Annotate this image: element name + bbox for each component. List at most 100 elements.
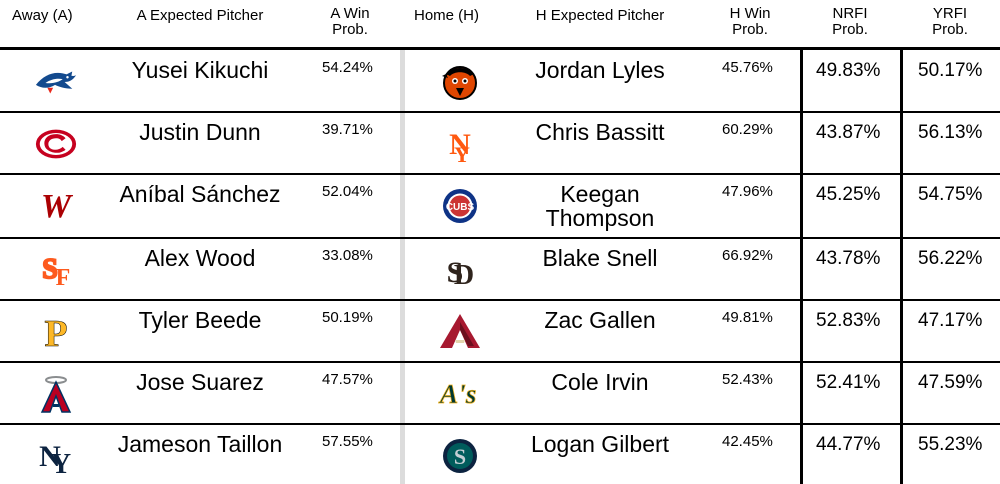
table-row: N Y Jameson Taillon 57.55% S Logan Gilbe… <box>0 424 1000 484</box>
header-yrfi-line1: YRFI <box>932 5 968 22</box>
reds-logo-icon <box>34 126 78 162</box>
column-divider-yrfi <box>900 50 903 484</box>
svg-text:S: S <box>42 254 58 285</box>
header-away-win-line2: Prob. <box>332 21 368 38</box>
padres-logo-icon: S D <box>438 252 482 290</box>
diamondbacks-logo-icon <box>438 314 482 350</box>
yrfi-prob: 56.13% <box>918 122 983 143</box>
away-pitcher: Yusei Kikuchi <box>131 57 269 83</box>
svg-text:P: P <box>44 313 67 352</box>
away-win-prob: 50.19% <box>322 309 373 326</box>
away-pitcher: Alex Wood <box>144 245 256 271</box>
nrfi-prob: 49.83% <box>816 60 881 81</box>
yrfi-prob: 50.17% <box>918 60 983 81</box>
table-row: Justin Dunn 39.71% N Y Chris Bassitt 60.… <box>0 112 1000 174</box>
header-home-win-line1: H Win <box>729 5 771 22</box>
nrfi-prob: 44.77% <box>816 434 881 455</box>
svg-text:Y: Y <box>51 449 71 476</box>
away-win-prob: 33.08% <box>322 247 373 264</box>
home-win-prob: 52.43% <box>722 371 773 388</box>
header-yrfi: YRFI Prob. <box>918 6 982 38</box>
yrfi-prob: 47.59% <box>918 372 983 393</box>
home-pitcher: Logan Gilbert <box>500 432 700 456</box>
orioles-logo-icon <box>438 64 482 100</box>
header-nrfi-line2: Prob. <box>832 21 868 38</box>
nrfi-prob: 45.25% <box>816 184 881 205</box>
header-divider <box>0 47 1000 50</box>
header-away-win: A Win Prob. <box>318 6 382 38</box>
home-win-prob: 42.45% <box>722 433 773 450</box>
svg-text:N: N <box>39 440 61 473</box>
yrfi-prob: 56.22% <box>918 248 983 269</box>
home-pitcher-line1: Jordan Lyles <box>535 57 665 83</box>
cubs-logo-icon: CUBS <box>438 188 482 224</box>
away-win-prob: 54.24% <box>322 59 373 76</box>
yrfi-prob: 55.23% <box>918 434 983 455</box>
column-divider-away-home <box>400 50 405 484</box>
table-row: S F S Alex Wood 33.08% S D Blake Snell 6… <box>0 238 1000 300</box>
away-pitcher: Justin Dunn <box>139 119 261 145</box>
row-divider <box>0 237 1000 239</box>
svg-text:N: N <box>449 128 471 161</box>
svg-text:S: S <box>454 444 466 469</box>
home-pitcher: Zac Gallen <box>500 308 700 332</box>
table-header: Away (A) A Expected Pitcher A Win Prob. … <box>0 0 1000 48</box>
angels-logo-icon <box>34 376 78 413</box>
yrfi-prob: 47.17% <box>918 310 983 331</box>
header-home-pitcher: H Expected Pitcher <box>535 7 665 24</box>
home-pitcher-line1: Zac Gallen <box>544 307 656 333</box>
athletics-logo-icon: A's <box>438 376 482 412</box>
home-win-prob: 49.81% <box>722 309 773 326</box>
home-pitcher: Cole Irvin <box>500 370 700 394</box>
away-win-prob: 57.55% <box>322 433 373 450</box>
home-pitcher-line1: Keegan <box>560 181 640 207</box>
away-win-prob: 47.57% <box>322 371 373 388</box>
home-pitcher-line1: Cole Irvin <box>551 369 649 395</box>
row-divider <box>0 299 1000 301</box>
home-win-prob: 60.29% <box>722 121 773 138</box>
home-pitcher-line1: Chris Bassitt <box>535 119 665 145</box>
row-divider <box>0 423 1000 425</box>
away-win-prob: 52.04% <box>322 183 373 200</box>
home-win-prob: 66.92% <box>722 247 773 264</box>
home-pitcher: Jordan Lyles <box>500 58 700 82</box>
home-pitcher-line1: Blake Snell <box>542 245 658 271</box>
svg-text:F: F <box>56 265 71 290</box>
header-away: Away (A) <box>12 7 73 24</box>
svg-text:A's: A's <box>438 378 477 409</box>
mets-logo-icon: N Y <box>438 126 482 164</box>
giants-logo-icon: S F S <box>34 252 78 290</box>
yrfi-prob: 54.75% <box>918 184 983 205</box>
header-nrfi-line1: NRFI <box>832 5 868 22</box>
header-home-win-line2: Prob. <box>732 21 768 38</box>
pirates-logo-icon: P <box>34 313 78 352</box>
nrfi-prob: 52.41% <box>816 372 881 393</box>
header-yrfi-line2: Prob. <box>932 21 968 38</box>
svg-text:W: W <box>41 188 74 225</box>
row-divider <box>0 111 1000 113</box>
home-pitcher-line2: Thompson <box>545 205 655 231</box>
nrfi-prob: 43.78% <box>816 248 881 269</box>
table-row: W Aníbal Sánchez 52.04% CUBS Keegan Thom… <box>0 174 1000 238</box>
home-win-prob: 45.76% <box>722 59 773 76</box>
column-divider-nrfi <box>800 50 803 484</box>
home-pitcher: Blake Snell <box>500 246 700 270</box>
away-win-prob: 39.71% <box>322 121 373 138</box>
svg-text:D: D <box>454 260 474 290</box>
svg-text:Y: Y <box>454 142 470 164</box>
svg-text:S: S <box>42 254 58 285</box>
header-away-win-line1: A Win <box>330 5 370 22</box>
nrfi-prob: 52.83% <box>816 310 881 331</box>
table-row: Jose Suarez 47.57% A's Cole Irvin 52.43%… <box>0 362 1000 424</box>
nrfi-prob: 43.87% <box>816 122 881 143</box>
away-pitcher: Jameson Taillon <box>117 431 283 457</box>
table-row: Yusei Kikuchi 54.24% Jordan Lyles 45.76%… <box>0 50 1000 112</box>
header-home: Home (H) <box>414 7 480 24</box>
header-nrfi: NRFI Prob. <box>818 6 882 38</box>
nationals-logo-icon: W <box>34 188 78 225</box>
away-pitcher: Aníbal Sánchez <box>119 181 281 207</box>
home-pitcher: Chris Bassitt <box>500 120 700 144</box>
header-away-pitcher: A Expected Pitcher <box>136 7 264 24</box>
header-home-win: H Win Prob. <box>718 6 782 38</box>
